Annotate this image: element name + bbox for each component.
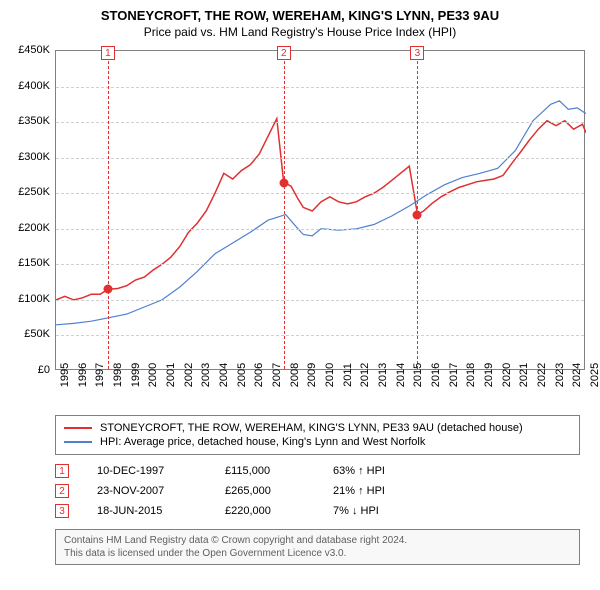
table-row: 2 23-NOV-2007 £265,000 21% ↑ HPI bbox=[55, 481, 580, 501]
sale-dot bbox=[103, 285, 112, 294]
figure-container: STONEYCROFT, THE ROW, WEREHAM, KING'S LY… bbox=[0, 0, 600, 590]
y-axis-label: £200K bbox=[0, 222, 50, 234]
legend-item: HPI: Average price, detached house, King… bbox=[64, 435, 571, 449]
sale-number-badge: 2 bbox=[55, 484, 69, 498]
x-axis-label: 1999 bbox=[130, 363, 142, 387]
x-axis-label: 2002 bbox=[183, 363, 195, 387]
x-axis-label: 1996 bbox=[77, 363, 89, 387]
x-axis-label: 2019 bbox=[483, 363, 495, 387]
footnote: Contains HM Land Registry data © Crown c… bbox=[55, 529, 580, 565]
footnote-line: Contains HM Land Registry data © Crown c… bbox=[64, 534, 571, 547]
sale-delta: 7% ↓ HPI bbox=[333, 505, 423, 517]
sale-price: £265,000 bbox=[225, 485, 305, 497]
x-axis-label: 2017 bbox=[448, 363, 460, 387]
x-axis-label: 2011 bbox=[342, 363, 354, 387]
legend-swatch bbox=[64, 427, 92, 429]
y-axis-label: £50K bbox=[0, 328, 50, 340]
series-line bbox=[56, 101, 586, 325]
sale-number-badge: 1 bbox=[55, 464, 69, 478]
sale-marker-badge: 1 bbox=[101, 46, 115, 60]
sale-number-badge: 3 bbox=[55, 504, 69, 518]
line-series-svg bbox=[56, 51, 586, 371]
x-axis-label: 2025 bbox=[589, 363, 600, 387]
x-axis-label: 2009 bbox=[306, 363, 318, 387]
x-axis-label: 2001 bbox=[165, 363, 177, 387]
x-axis-label: 2003 bbox=[200, 363, 212, 387]
x-axis-label: 2012 bbox=[359, 363, 371, 387]
legend: STONEYCROFT, THE ROW, WEREHAM, KING'S LY… bbox=[55, 415, 580, 455]
x-axis-label: 1998 bbox=[112, 363, 124, 387]
sale-date: 10-DEC-1997 bbox=[97, 465, 197, 477]
sale-date: 18-JUN-2015 bbox=[97, 505, 197, 517]
x-axis-label: 2007 bbox=[271, 363, 283, 387]
y-axis-label: £0 bbox=[0, 364, 50, 376]
y-axis-label: £300K bbox=[0, 151, 50, 163]
sale-delta: 21% ↑ HPI bbox=[333, 485, 423, 497]
legend-label: STONEYCROFT, THE ROW, WEREHAM, KING'S LY… bbox=[100, 422, 523, 434]
x-axis-label: 1995 bbox=[59, 363, 71, 387]
sale-dot bbox=[413, 210, 422, 219]
y-gridline bbox=[56, 87, 584, 88]
y-axis-label: £100K bbox=[0, 293, 50, 305]
y-gridline bbox=[56, 335, 584, 336]
x-axis-label: 2000 bbox=[147, 363, 159, 387]
x-axis-label: 2006 bbox=[253, 363, 265, 387]
legend-swatch bbox=[64, 441, 92, 443]
x-axis-label: 2004 bbox=[218, 363, 230, 387]
x-axis-label: 2005 bbox=[236, 363, 248, 387]
sale-vline bbox=[108, 51, 109, 369]
sale-vline bbox=[284, 51, 285, 369]
sale-price: £115,000 bbox=[225, 465, 305, 477]
x-axis-label: 2024 bbox=[571, 363, 583, 387]
footnote-line: This data is licensed under the Open Gov… bbox=[64, 547, 571, 560]
y-axis-label: £400K bbox=[0, 80, 50, 92]
sale-dot bbox=[279, 178, 288, 187]
sale-price: £220,000 bbox=[225, 505, 305, 517]
x-axis-label: 2021 bbox=[518, 363, 530, 387]
series-line bbox=[56, 119, 586, 300]
sales-table: 1 10-DEC-1997 £115,000 63% ↑ HPI 2 23-NO… bbox=[55, 461, 580, 521]
y-gridline bbox=[56, 264, 584, 265]
sale-delta: 63% ↑ HPI bbox=[333, 465, 423, 477]
y-gridline bbox=[56, 122, 584, 123]
x-axis-label: 2022 bbox=[536, 363, 548, 387]
x-axis-label: 2010 bbox=[324, 363, 336, 387]
y-gridline bbox=[56, 229, 584, 230]
x-axis-label: 1997 bbox=[94, 363, 106, 387]
x-axis-label: 2015 bbox=[412, 363, 424, 387]
sale-marker-badge: 3 bbox=[410, 46, 424, 60]
x-axis-label: 2023 bbox=[554, 363, 566, 387]
x-axis-label: 2008 bbox=[289, 363, 301, 387]
y-axis-label: £350K bbox=[0, 115, 50, 127]
x-axis-label: 2016 bbox=[430, 363, 442, 387]
x-axis-label: 2020 bbox=[501, 363, 513, 387]
y-axis-label: £150K bbox=[0, 257, 50, 269]
table-row: 1 10-DEC-1997 £115,000 63% ↑ HPI bbox=[55, 461, 580, 481]
sale-date: 23-NOV-2007 bbox=[97, 485, 197, 497]
legend-item: STONEYCROFT, THE ROW, WEREHAM, KING'S LY… bbox=[64, 421, 571, 435]
chart-area: 123 £0£50K£100K£150K£200K£250K£300K£350K… bbox=[0, 45, 600, 415]
x-axis-label: 2018 bbox=[465, 363, 477, 387]
x-axis-label: 2014 bbox=[395, 363, 407, 387]
legend-label: HPI: Average price, detached house, King… bbox=[100, 436, 425, 448]
chart-subtitle: Price paid vs. HM Land Registry's House … bbox=[0, 23, 600, 45]
table-row: 3 18-JUN-2015 £220,000 7% ↓ HPI bbox=[55, 501, 580, 521]
sale-marker-badge: 2 bbox=[277, 46, 291, 60]
x-axis-label: 2013 bbox=[377, 363, 389, 387]
y-axis-label: £250K bbox=[0, 186, 50, 198]
y-gridline bbox=[56, 158, 584, 159]
chart-title: STONEYCROFT, THE ROW, WEREHAM, KING'S LY… bbox=[0, 0, 600, 23]
y-axis-label: £450K bbox=[0, 44, 50, 56]
y-gridline bbox=[56, 193, 584, 194]
plot-area: 123 bbox=[55, 50, 585, 370]
y-gridline bbox=[56, 300, 584, 301]
